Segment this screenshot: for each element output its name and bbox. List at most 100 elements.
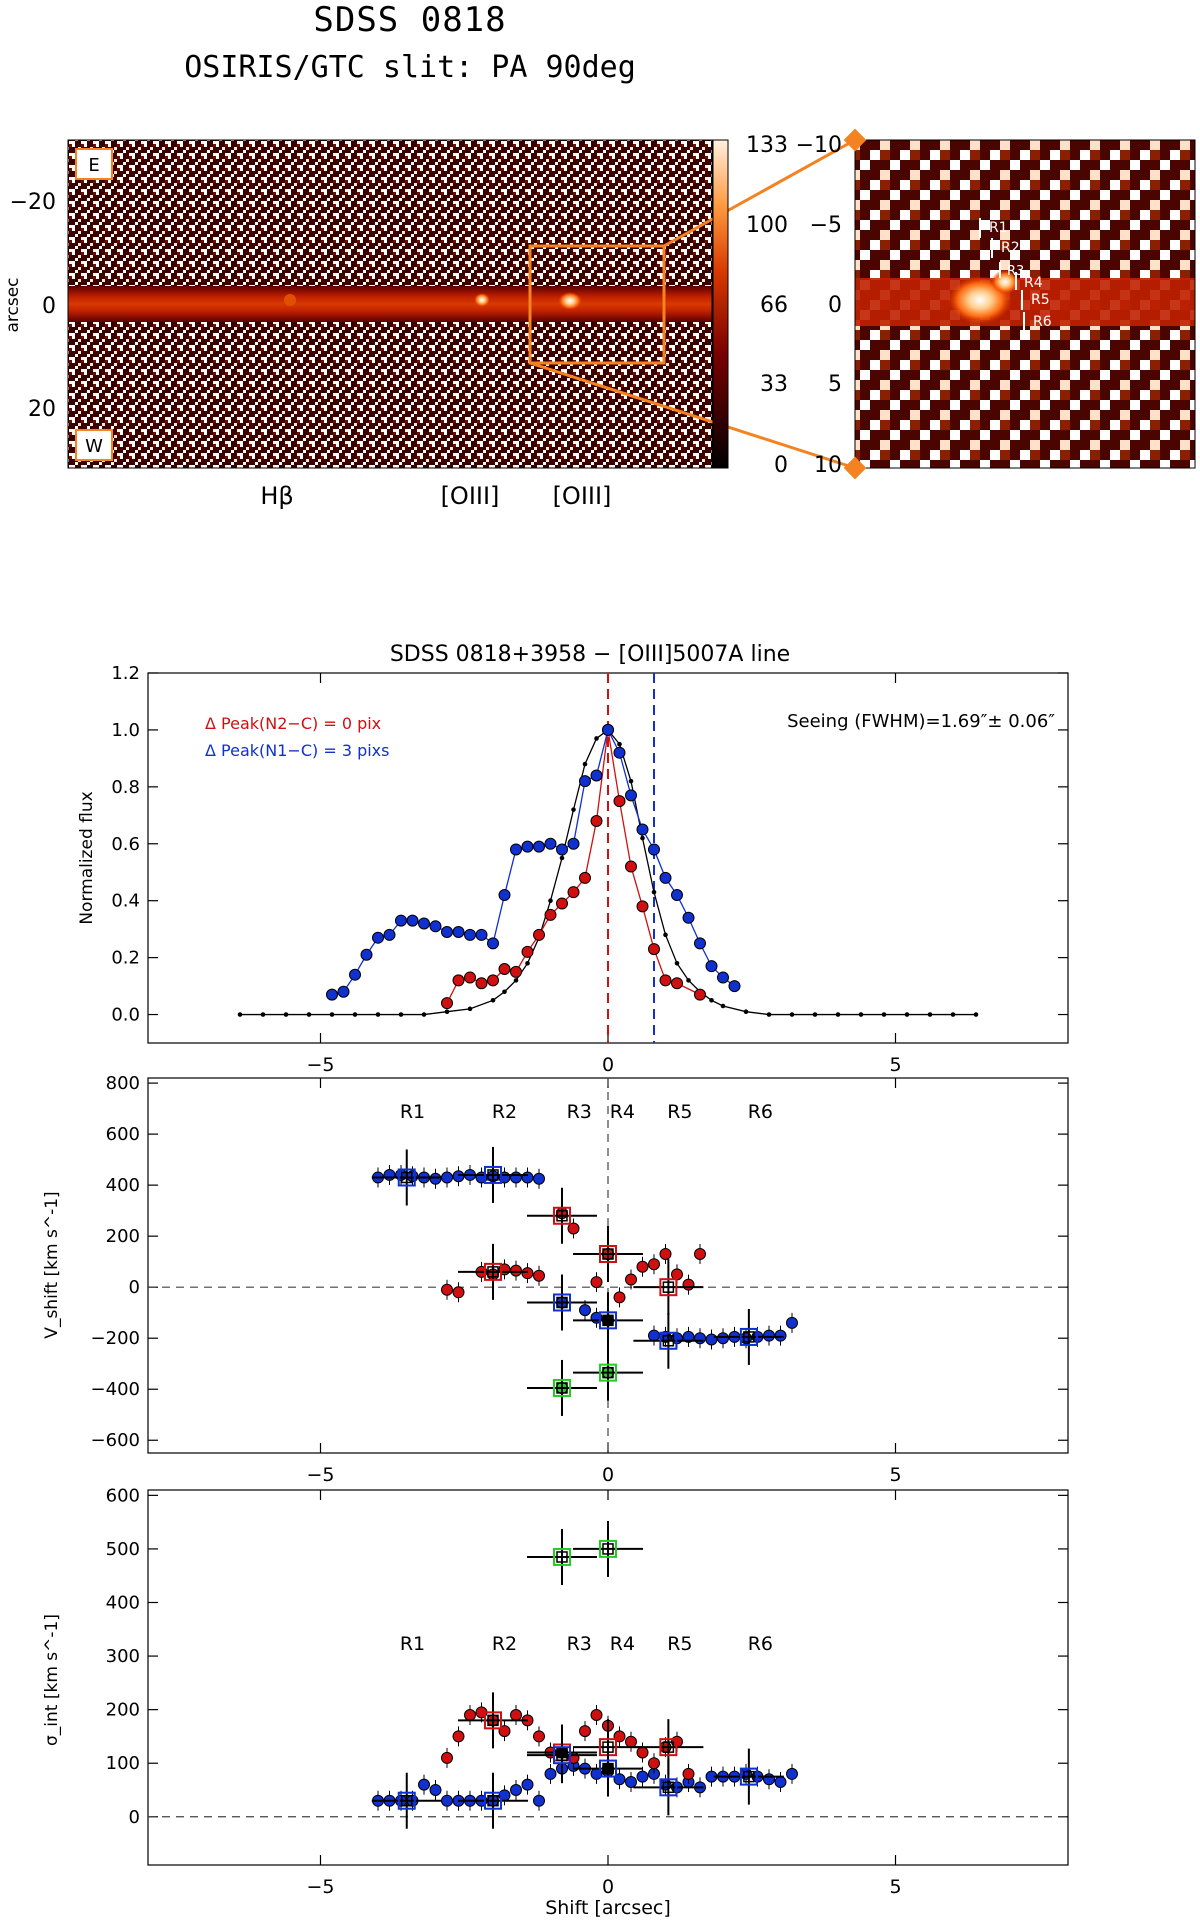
summary-box-inner xyxy=(487,1169,499,1181)
flux-point xyxy=(705,960,718,973)
data-point xyxy=(510,1784,522,1796)
flux-point xyxy=(406,914,419,927)
y-tick-label: 0.8 xyxy=(111,777,140,798)
zoom-box xyxy=(528,244,666,365)
psf-point xyxy=(927,1012,933,1017)
y-tick-label: 600 xyxy=(106,1485,140,1506)
flux-point xyxy=(337,985,350,998)
flux-point xyxy=(602,723,614,736)
y-tick-label: 200 xyxy=(106,1700,140,1721)
psf-point xyxy=(651,889,657,895)
zoom-region-label: R6 xyxy=(1033,314,1052,330)
vshift-ylabel: V_shift [km s^-1] xyxy=(42,1191,62,1338)
data-point xyxy=(510,1709,522,1721)
data-point xyxy=(533,1730,545,1743)
sigma-ylabel: σ_int [km s^-1] xyxy=(42,1614,62,1746)
data-point xyxy=(717,1332,729,1345)
hbeta-blob xyxy=(284,294,296,306)
region-label: R2 xyxy=(492,1101,517,1123)
psf-point xyxy=(525,961,530,966)
summary-box-inner xyxy=(602,1543,614,1555)
flux-point xyxy=(395,914,407,927)
summary-box xyxy=(553,1206,571,1225)
data-point xyxy=(774,1775,787,1788)
zoom-ytick: 0 xyxy=(828,293,842,318)
x-tick-label: −5 xyxy=(306,1464,334,1486)
psf-point xyxy=(766,1012,772,1017)
y-tick-label: 0 xyxy=(129,1807,140,1828)
flux-point xyxy=(613,795,626,808)
flux-point xyxy=(694,988,706,1001)
summary-box xyxy=(599,1363,617,1382)
data-point xyxy=(648,1329,660,1342)
flux-point xyxy=(590,815,603,827)
colorbar-tick: 133 xyxy=(746,133,788,158)
flux-point xyxy=(556,897,568,910)
data-point xyxy=(429,1784,442,1796)
data-point xyxy=(590,1276,603,1289)
psf-point xyxy=(352,1012,358,1017)
summary-box-inner xyxy=(662,1741,675,1753)
flux-annotation-blue: Δ Peak(N1−C) = 3 pixs xyxy=(205,741,389,760)
data-point xyxy=(625,1775,637,1788)
spectrum-panel: E W arcsec −20 0 20 133 100 66 33 0 Hβ [… xyxy=(3,133,856,510)
data-point xyxy=(521,1171,534,1184)
zoom-ytick: −10 xyxy=(796,133,842,158)
flux-point xyxy=(429,920,442,933)
summary-box xyxy=(659,1778,678,1797)
flux-point xyxy=(475,928,488,941)
zoom-connector-bottom xyxy=(529,361,856,470)
flux-point xyxy=(441,926,453,938)
data-point xyxy=(579,1725,591,1738)
summary-box-inner xyxy=(487,1266,499,1278)
data-point xyxy=(418,1778,430,1791)
flux-point xyxy=(671,889,683,901)
region-label: R4 xyxy=(610,1633,635,1655)
summary-box-inner xyxy=(401,1171,413,1184)
flux-annotation-seeing: Seeing (FWHM)=1.69″± 0.06″ xyxy=(787,711,1055,732)
data-point xyxy=(579,1304,591,1317)
oiii-5007-label: [OIII] xyxy=(553,482,612,510)
summary-box-inner xyxy=(602,1314,614,1327)
y-tick-label: 500 xyxy=(106,1539,140,1560)
y-tick-label: −200 xyxy=(91,1328,140,1349)
vshift-marks: −5 0 5 −600 −400 −200 0 200 400 600 800 R1 R2 R3 R4 R5 R… xyxy=(91,1073,1068,1486)
flux-point xyxy=(544,837,557,850)
summary-box-inner xyxy=(662,1335,675,1347)
y-tick-label: −600 xyxy=(91,1430,140,1451)
psf-point xyxy=(306,1012,312,1017)
oiii-4959-blob xyxy=(474,293,490,307)
y-tick-label: 300 xyxy=(106,1646,140,1667)
flux-panel: SDSS 0818+3958 − [OIII]5007A line Normal… xyxy=(77,642,1069,1076)
psf-point xyxy=(835,1012,841,1017)
y-tick-label: 1.0 xyxy=(111,720,140,741)
region-label: R3 xyxy=(567,1101,592,1123)
psf-point xyxy=(973,1012,979,1017)
flux-marks: −5 0 5 0.0 0.2 0.4 0.6 0.8 1.0 1.2 xyxy=(111,663,1068,1076)
flux-point xyxy=(694,937,706,950)
summary-box xyxy=(553,1547,571,1566)
flux-point xyxy=(659,871,672,884)
region-label: R6 xyxy=(748,1633,773,1655)
psf-point xyxy=(743,1009,749,1014)
flux-point xyxy=(648,843,660,856)
summary-box xyxy=(397,1168,416,1187)
psf-point xyxy=(490,998,496,1003)
spectrum-ytick: −20 xyxy=(10,190,56,215)
data-point xyxy=(636,1746,649,1759)
psf-point xyxy=(686,978,691,983)
data-point xyxy=(441,1751,453,1764)
summary-box-inner xyxy=(401,1794,413,1807)
summary-box xyxy=(599,1539,617,1558)
west-label: W xyxy=(85,436,103,457)
summary-box-inner xyxy=(556,1551,568,1563)
summary-box xyxy=(553,1293,571,1312)
region-label: R2 xyxy=(492,1633,517,1655)
data-point xyxy=(521,1267,534,1280)
zoom-frame xyxy=(854,139,1196,469)
x-tick-label: 5 xyxy=(889,1054,901,1076)
flux-ylabel: Normalized flux xyxy=(77,791,97,924)
oiii-4959-label: [OIII] xyxy=(441,482,500,510)
flux-point xyxy=(682,911,695,924)
